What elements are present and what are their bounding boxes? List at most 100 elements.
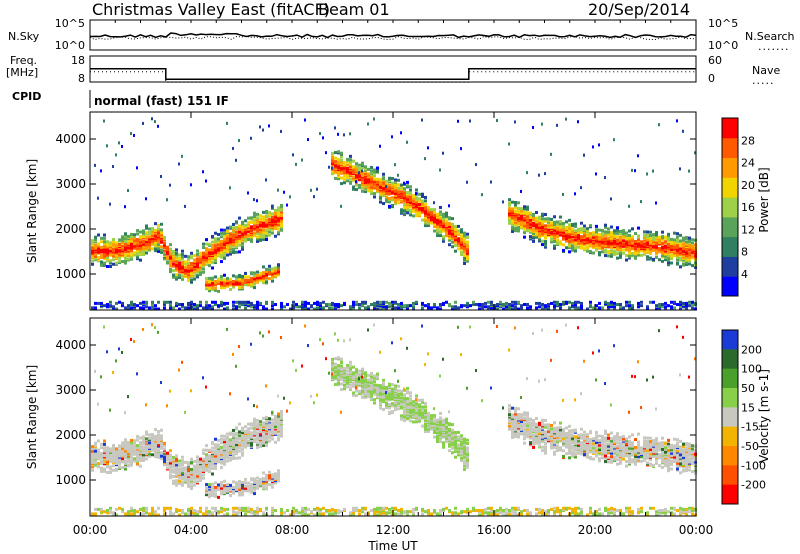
power-cell — [277, 216, 280, 220]
power-cell — [514, 305, 517, 309]
power-cell — [295, 162, 297, 166]
power-cell — [199, 258, 202, 262]
power-cell — [559, 240, 562, 244]
velocity-cell — [265, 440, 268, 444]
power-cell — [271, 215, 274, 219]
power-cell — [253, 271, 256, 275]
power-cell — [238, 139, 240, 143]
velocity-cell — [277, 424, 280, 428]
power-cell — [334, 151, 337, 155]
power-cell — [658, 258, 661, 262]
power-cell — [154, 249, 157, 253]
power-cell — [625, 304, 628, 308]
power-cell — [139, 301, 142, 305]
power-cell — [529, 305, 532, 309]
power-cell — [241, 225, 244, 229]
power-cell — [160, 222, 163, 226]
power-cell — [457, 224, 460, 228]
power-cell — [643, 233, 646, 237]
power-cell — [469, 119, 471, 123]
power-cell — [115, 253, 118, 257]
power-cell — [118, 141, 120, 145]
power-cell — [259, 301, 262, 305]
power-cell — [613, 305, 616, 309]
power-cell — [151, 117, 153, 121]
power-cell — [274, 234, 277, 238]
power-cell — [541, 239, 544, 243]
power-cell — [559, 220, 562, 224]
velocity-cell — [280, 414, 283, 418]
power-cell — [145, 245, 148, 249]
nsearch-dots: ....... — [758, 40, 790, 53]
power-cell — [292, 306, 295, 310]
velocity-cell — [205, 483, 208, 487]
power-cell — [181, 305, 184, 309]
power-cell — [628, 229, 631, 233]
velocity-cell — [211, 482, 214, 486]
velocity-cell — [214, 481, 217, 485]
power-cell — [253, 286, 256, 290]
velocity-cell — [277, 394, 279, 398]
velocity-cell — [190, 457, 193, 461]
power-cell — [220, 286, 223, 290]
power-cell — [250, 225, 253, 229]
power-cell — [370, 303, 373, 307]
power-cell — [568, 226, 571, 230]
velocity-cell — [241, 426, 244, 430]
velocity-cell — [157, 433, 160, 437]
velocity-cell — [199, 461, 202, 465]
power-cell — [565, 117, 567, 121]
power-cell — [508, 220, 511, 224]
power-cell — [136, 304, 139, 308]
power-cell — [100, 245, 103, 249]
power-cell — [211, 281, 214, 285]
power-cell — [136, 229, 139, 233]
power-cell — [340, 176, 343, 180]
velocity-cell — [244, 484, 247, 488]
power-cell — [601, 250, 604, 254]
power-cell — [115, 261, 118, 265]
power-cell — [262, 128, 264, 132]
velocity-cell — [109, 506, 112, 510]
power-cell — [97, 196, 99, 200]
velocity-cell — [286, 409, 288, 413]
power-cell — [202, 270, 205, 274]
power-cell — [412, 208, 415, 212]
power-cell — [394, 202, 397, 206]
power-cell — [553, 235, 556, 239]
power-cell — [448, 236, 451, 240]
power-cell — [535, 232, 538, 236]
power-cell — [577, 300, 580, 304]
power-cell — [214, 286, 217, 290]
power-cell — [616, 230, 619, 234]
power-cell — [208, 287, 211, 291]
velocity-cell — [175, 479, 178, 483]
power-cell — [514, 226, 517, 230]
velocity-cell — [220, 441, 223, 445]
power-cell — [547, 228, 550, 232]
power-cell — [340, 182, 343, 186]
velocity-cell — [262, 471, 265, 475]
velocity-cell — [274, 474, 277, 478]
power-cell — [490, 180, 492, 184]
power-cell — [232, 304, 235, 308]
power-cell — [631, 240, 634, 244]
velocity-cell — [187, 467, 190, 471]
velocity-cell — [241, 480, 244, 484]
power-cell — [526, 171, 528, 175]
power-cell — [232, 226, 235, 230]
power-cell — [139, 258, 142, 262]
velocity-cell — [211, 466, 214, 470]
power-cell — [166, 247, 169, 251]
power-cell — [112, 305, 115, 309]
power-cell — [532, 125, 534, 129]
power-cell — [415, 203, 418, 207]
power-cell — [352, 305, 355, 309]
power-cell — [523, 235, 526, 239]
power-cell — [298, 305, 301, 309]
power-cell — [355, 300, 358, 304]
power-cell — [550, 152, 552, 156]
power-cell — [181, 257, 184, 261]
power-cell — [148, 235, 151, 239]
power-cell — [178, 265, 181, 269]
